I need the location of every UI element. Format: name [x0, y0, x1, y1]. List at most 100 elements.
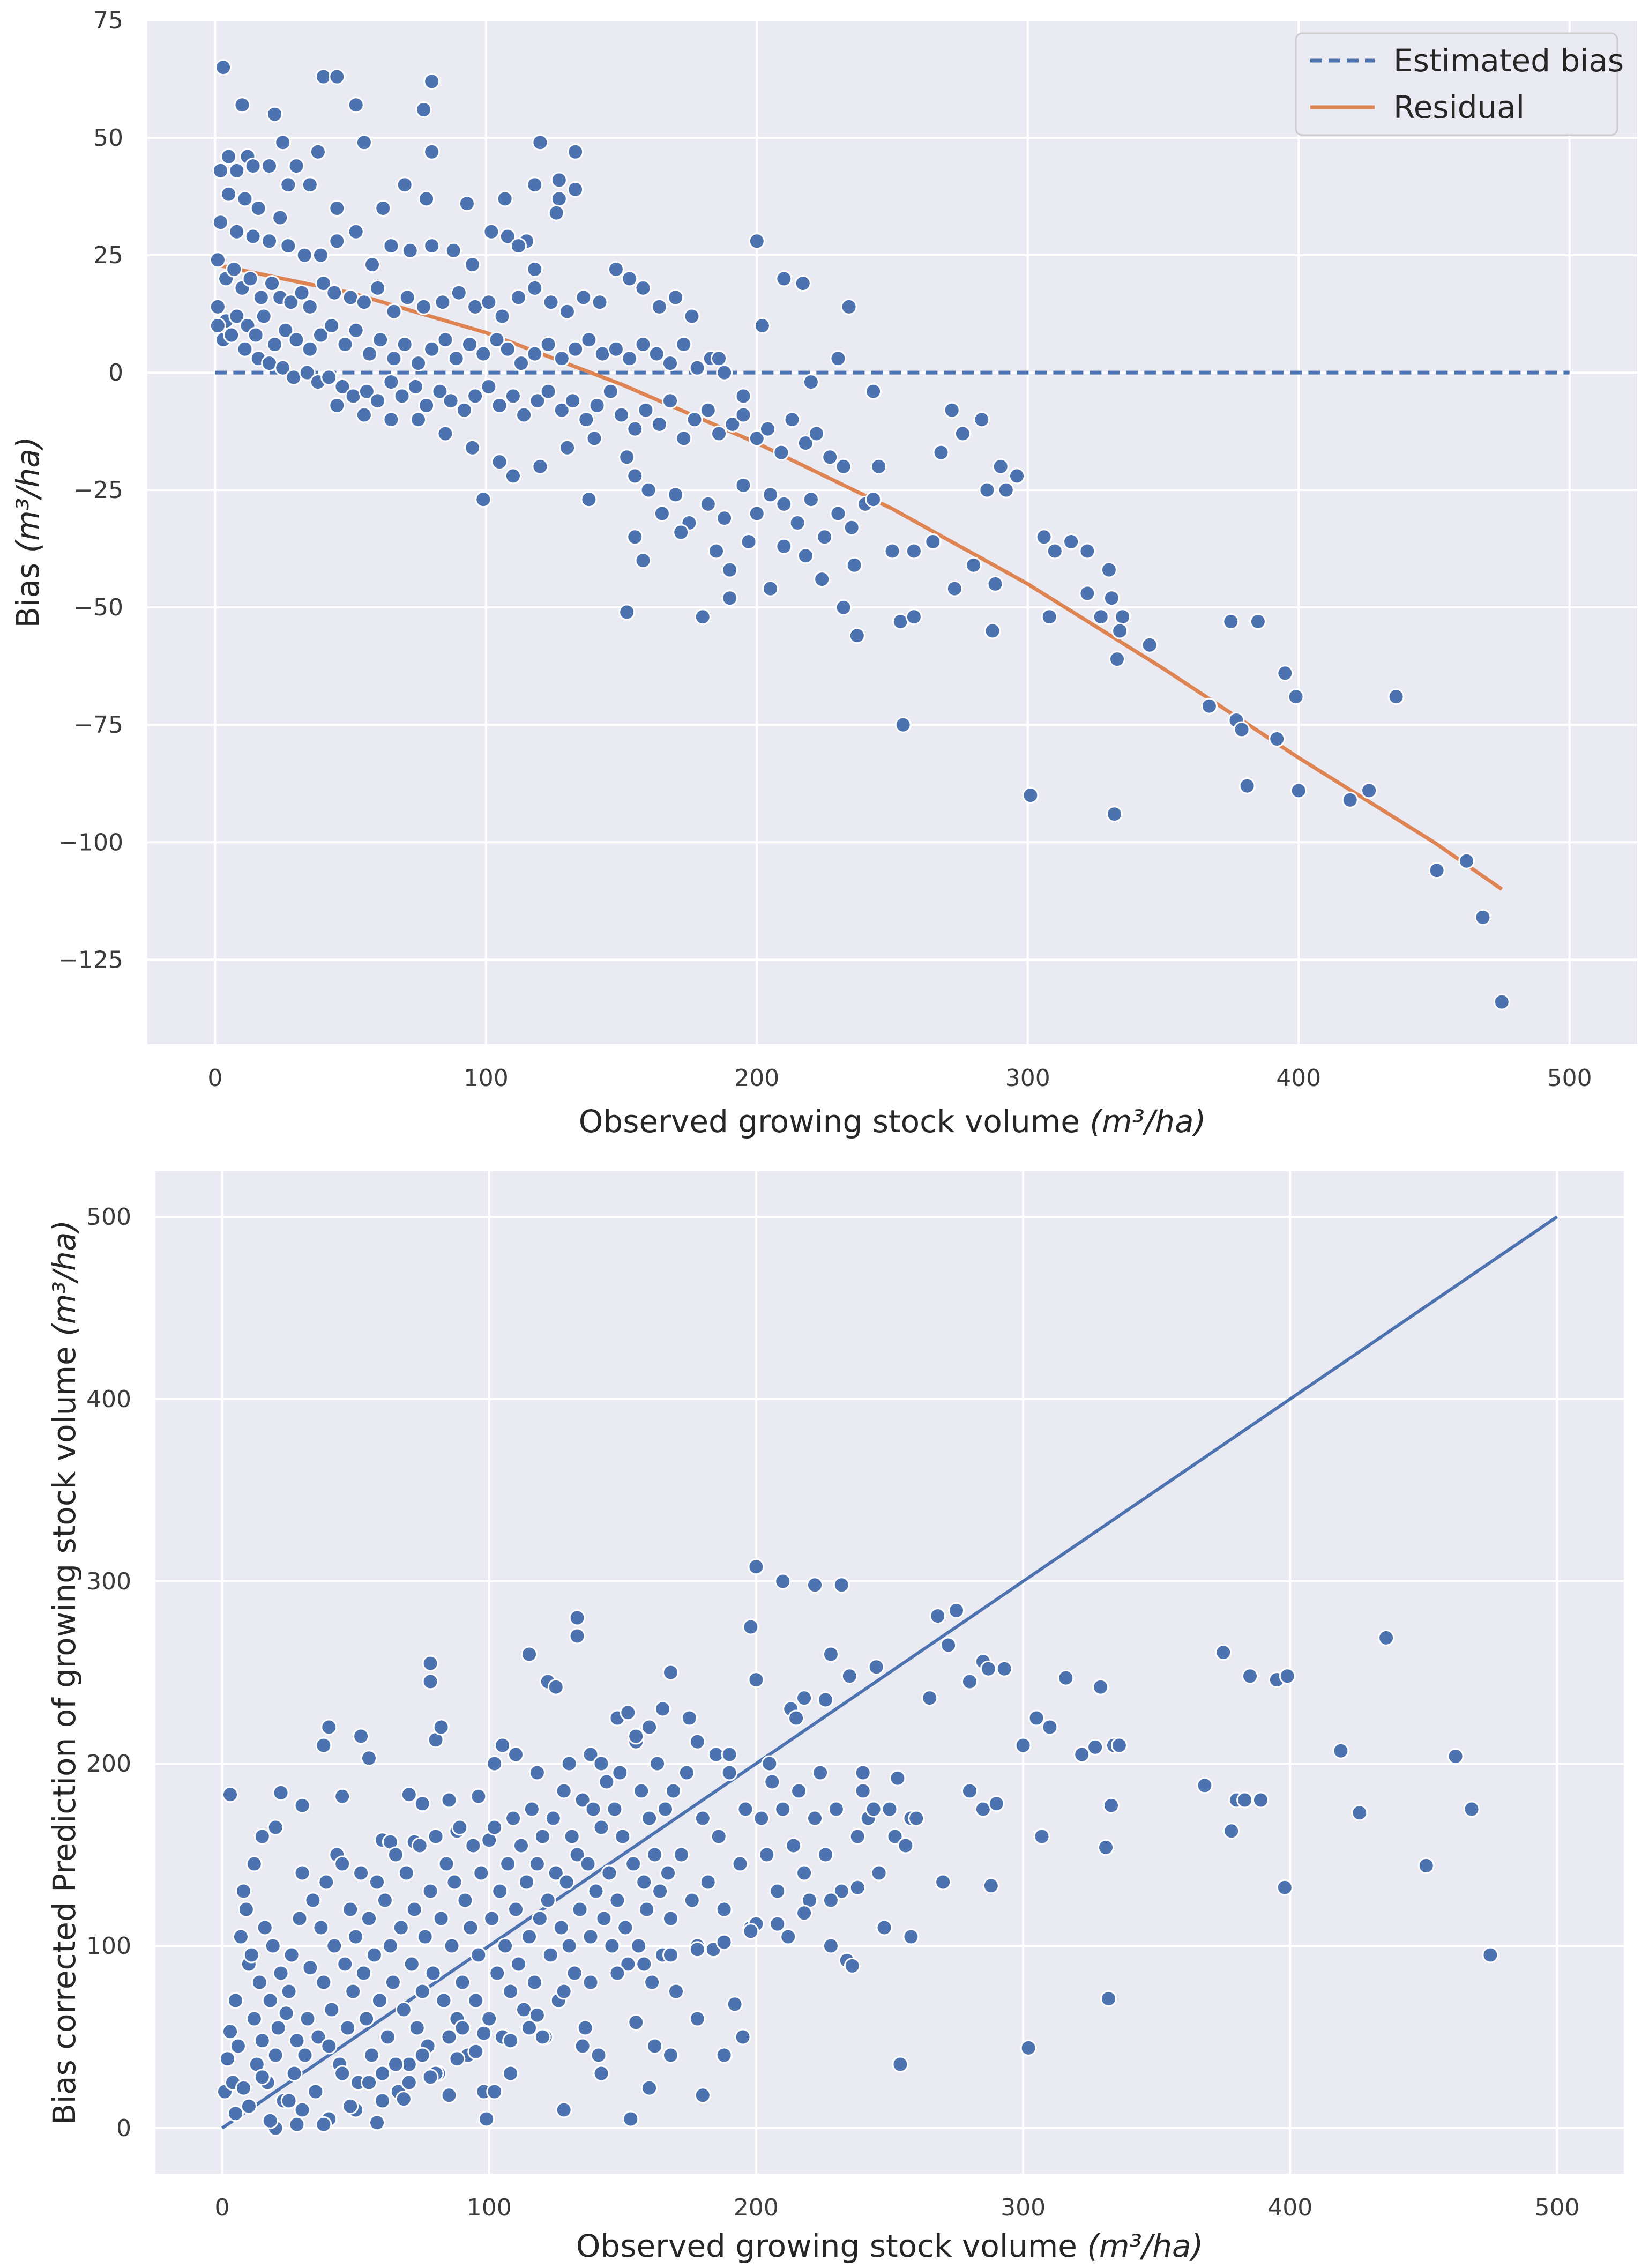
bias-chart-y-axis-title: Bias (m³/ha) [10, 437, 46, 628]
bias-chart-point [458, 195, 475, 212]
prediction-chart-point [414, 1983, 431, 2000]
prediction-chart-point [280, 2092, 297, 2109]
prediction-chart-y-tick-label: 200 [86, 1750, 131, 1778]
bias-chart-point [1141, 636, 1158, 653]
prediction-chart-point [569, 1846, 586, 1863]
bias-chart-point [586, 430, 603, 447]
prediction-chart-point [897, 1837, 914, 1854]
prediction-chart-point [726, 1996, 743, 2013]
bias-chart-point [721, 590, 738, 607]
prediction-chart-y-tick-label: 0 [116, 2115, 131, 2142]
bias-chart-point [244, 228, 262, 245]
bias-chart-point [775, 538, 793, 555]
prediction-chart-point [427, 1828, 444, 1845]
prediction-chart-point [222, 2023, 238, 2040]
bias-chart-point [686, 411, 703, 428]
prediction-chart-point [889, 1769, 906, 1787]
bias-chart-point [992, 458, 1009, 475]
prediction-chart-point [579, 1855, 596, 1872]
bias-chart-point [475, 345, 492, 362]
bias-chart-point [220, 148, 237, 165]
prediction-chart-point [1276, 1879, 1293, 1896]
bias-chart-point [383, 374, 400, 391]
bias-chart-point [456, 401, 473, 419]
prediction-chart-point [470, 1946, 487, 1964]
bias-chart-point [499, 340, 516, 358]
prediction-chart-point [1100, 1990, 1117, 2007]
prediction-chart-point [320, 2038, 338, 2055]
bias-chart-point [1269, 731, 1286, 747]
bias-chart-point [450, 284, 467, 301]
bias-chart-point [407, 378, 424, 395]
prediction-chart-point [240, 2098, 257, 2115]
prediction-chart-point [758, 1846, 775, 1863]
prediction-chart-point [299, 2010, 316, 2027]
bias-chart-point [323, 317, 340, 334]
prediction-chart-point [435, 1992, 452, 2009]
prediction-chart-point [232, 1928, 249, 1945]
bias-chart-point [277, 322, 294, 339]
bias-chart-point [347, 96, 364, 114]
prediction-chart-point [796, 1690, 813, 1707]
prediction-chart-point [467, 2043, 484, 2060]
prediction-chart-point [630, 1937, 647, 1954]
prediction-chart-point [315, 2116, 332, 2133]
prediction-chart-point [574, 2038, 591, 2055]
bias-chart-point [504, 388, 521, 405]
prediction-chart-point [555, 2101, 572, 2118]
prediction-chart-point [272, 1965, 289, 1982]
prediction-chart-point [243, 1946, 260, 1964]
bias-chart-point [282, 294, 300, 311]
prediction-chart-point [395, 2001, 412, 2018]
prediction-chart-point [483, 1910, 501, 1927]
prediction-chart-point [734, 2028, 751, 2046]
prediction-chart-point [513, 1837, 529, 1854]
bias-chart-point [954, 425, 971, 442]
prediction-chart-point [528, 1764, 546, 1781]
bias-chart-point [559, 439, 576, 456]
bias-chart-y-tick-label: 0 [108, 359, 123, 386]
bias-chart-point [567, 143, 584, 160]
prediction-chart-point [785, 1837, 802, 1854]
bias-chart-point [580, 491, 598, 508]
bias-chart-point [1041, 608, 1058, 626]
bias-chart-point [247, 326, 264, 344]
prediction-chart-y-ticks: 0 100 200 300 400 500 [86, 1203, 131, 2142]
bias-chart-point [212, 162, 229, 179]
bias-chart-point [775, 495, 793, 512]
prediction-chart-grid [155, 1171, 1624, 2174]
prediction-chart-point [595, 1910, 613, 1927]
bias-chart-point [997, 481, 1014, 499]
prediction-chart-point [374, 2065, 391, 2082]
prediction-chart-point [1057, 1669, 1075, 1686]
bias-chart-point [345, 388, 362, 405]
bias-chart-point [274, 359, 292, 376]
prediction-chart-point [603, 1937, 621, 1954]
prediction-chart-point [886, 1828, 904, 1845]
prediction-chart-point [582, 1974, 599, 1991]
prediction-chart-point [251, 1974, 268, 1991]
bias-chart-point [1361, 782, 1378, 799]
bias-chart-point [1290, 782, 1307, 799]
bias-chart-point [209, 317, 226, 334]
prediction-chart-point [683, 1892, 700, 1909]
bias-chart-point [716, 364, 733, 381]
bias-chart-point [347, 223, 364, 240]
prediction-chart-point [526, 1974, 543, 1991]
prediction-chart-point [302, 1959, 319, 1976]
prediction-chart-point [807, 1810, 823, 1827]
prediction-chart-point [528, 2006, 546, 2024]
bias-chart-point [1079, 585, 1096, 602]
prediction-chart-point [264, 1937, 281, 1954]
bias-chart-point [266, 336, 283, 353]
prediction-chart-point [854, 1782, 871, 1799]
bias-chart-point [548, 204, 565, 221]
bias-chart-point [215, 59, 232, 76]
prediction-chart-point [521, 2019, 538, 2036]
bias-chart-point [797, 547, 814, 564]
prediction-chart-point [534, 1828, 551, 1845]
prediction-chart-point [497, 1937, 514, 1954]
bias-chart-point [334, 378, 351, 395]
bias-chart-point [762, 580, 779, 597]
prediction-chart-point [561, 1755, 578, 1772]
